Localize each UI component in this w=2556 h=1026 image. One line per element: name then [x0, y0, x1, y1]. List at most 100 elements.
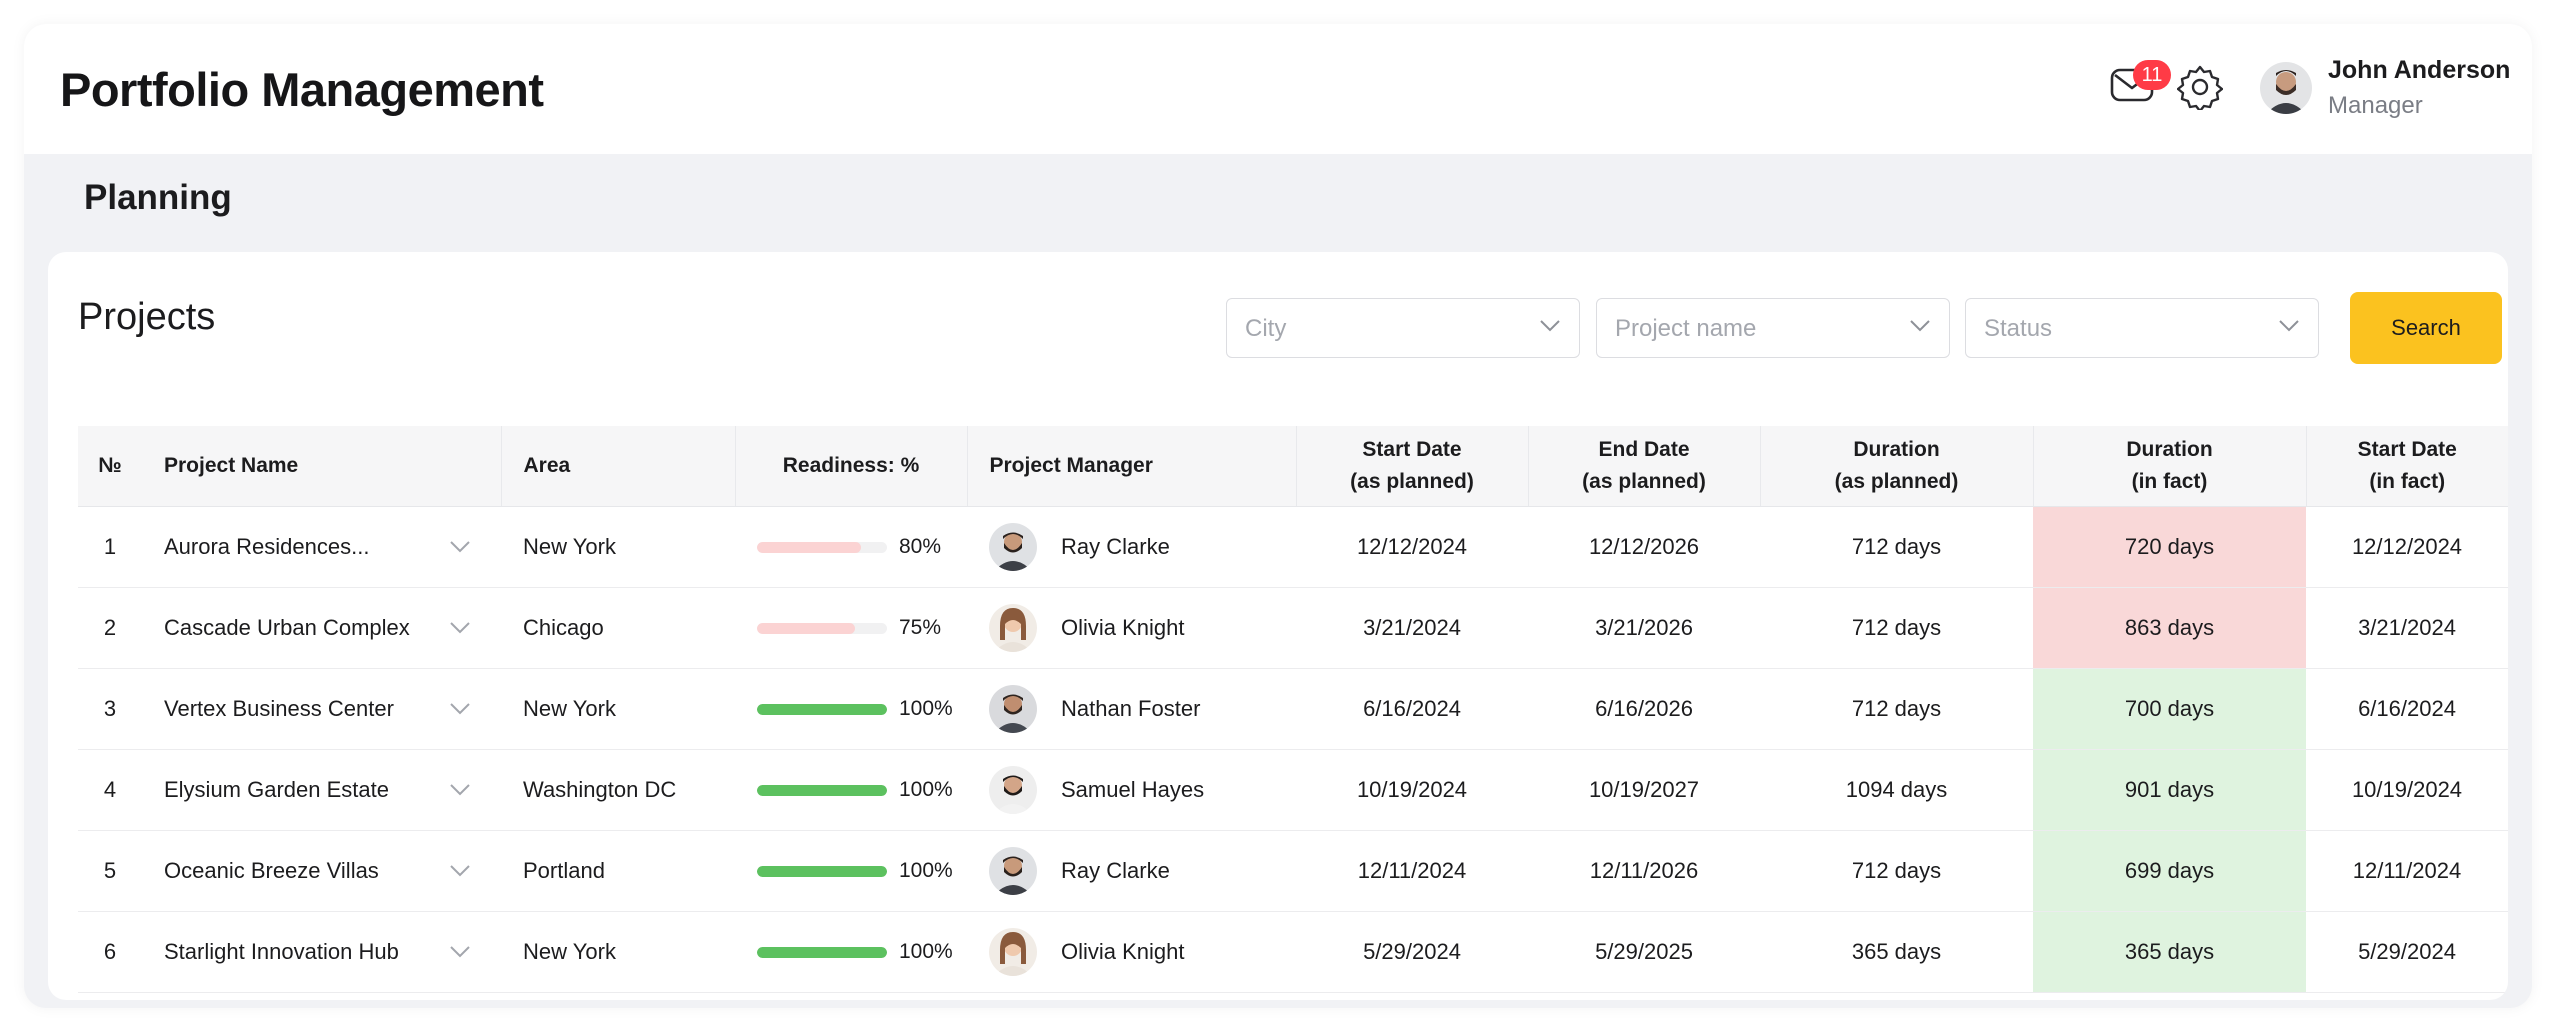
- progress-label: 100%: [899, 778, 953, 801]
- row-readiness: 100%: [735, 830, 967, 912]
- col-num[interactable]: №: [78, 426, 142, 507]
- project-name-filter[interactable]: Project name: [1596, 298, 1950, 358]
- col-project-name[interactable]: Project Name: [142, 426, 501, 507]
- manager-name: Olivia Knight: [1061, 615, 1185, 640]
- manager-name: Ray Clarke: [1061, 534, 1170, 559]
- progress-track: [757, 784, 887, 796]
- manager-avatar: [989, 523, 1037, 571]
- progress-fill: [757, 865, 887, 877]
- row-start-fact: 3/21/2024: [2306, 587, 2508, 669]
- col-readiness[interactable]: Readiness: %: [734, 426, 967, 507]
- row-area: Chicago: [501, 587, 735, 669]
- row-project-name-cell: Oceanic Breeze Villas: [142, 830, 501, 912]
- table-row[interactable]: 4 Elysium Garden Estate Washington DC 10…: [78, 749, 2508, 831]
- row-project-name[interactable]: Vertex Business Center: [164, 696, 394, 721]
- manager-name: Samuel Hayes: [1061, 777, 1205, 802]
- user-avatar[interactable]: [2260, 62, 2312, 114]
- row-start-fact: 12/11/2024: [2306, 830, 2508, 912]
- manager-avatar: [989, 928, 1037, 976]
- progress-label: 100%: [899, 697, 953, 720]
- row-duration-fact: 720 days: [2033, 506, 2306, 588]
- row-end-planned: 5/29/2025: [1528, 911, 1760, 993]
- chevron-down-icon[interactable]: [449, 864, 471, 878]
- col-area[interactable]: Area: [500, 426, 735, 507]
- col-duration-planned[interactable]: Duration (as planned): [1759, 426, 2033, 507]
- status-filter[interactable]: Status: [1965, 298, 2319, 358]
- manager-avatar: [989, 604, 1037, 652]
- progress-track: [757, 703, 887, 715]
- row-duration-planned: 1094 days: [1760, 749, 2033, 831]
- table-row[interactable]: 5 Oceanic Breeze Villas Portland 100% Ra…: [78, 830, 2508, 912]
- chevron-down-icon[interactable]: [449, 945, 471, 959]
- col-duration-fact[interactable]: Duration (in fact): [2032, 426, 2306, 507]
- row-project-name-cell: Vertex Business Center: [142, 668, 501, 750]
- row-num: 6: [78, 911, 142, 993]
- city-filter[interactable]: City: [1226, 298, 1580, 358]
- row-num: 5: [78, 830, 142, 912]
- row-project-name-cell: Cascade Urban Complex: [142, 587, 501, 669]
- readiness-progress: 100%: [735, 697, 967, 721]
- progress-fill: [757, 784, 887, 796]
- row-project-name[interactable]: Starlight Innovation Hub: [164, 939, 399, 964]
- progress-track: [757, 946, 887, 958]
- progress-fill: [757, 541, 861, 553]
- row-start-fact: 10/19/2024: [2306, 749, 2508, 831]
- row-manager: Ray Clarke: [967, 830, 1296, 912]
- table-row[interactable]: 3 Vertex Business Center New York 100% N…: [78, 668, 2508, 750]
- row-end-planned: 12/12/2026: [1528, 506, 1760, 588]
- row-duration-planned: 712 days: [1760, 668, 2033, 750]
- col-manager[interactable]: Project Manager: [966, 426, 1296, 507]
- col-duration-planned-line1: Duration: [1853, 438, 1940, 461]
- chevron-down-icon[interactable]: [449, 540, 471, 554]
- projects-table: № Project Name Area Readiness: % Project…: [78, 426, 2508, 993]
- chevron-down-icon[interactable]: [449, 702, 471, 716]
- manager-name: Olivia Knight: [1061, 939, 1185, 964]
- col-start-fact-line2: (in fact): [2369, 470, 2446, 493]
- row-project-name[interactable]: Aurora Residences...: [164, 534, 370, 559]
- table-row[interactable]: 6 Starlight Innovation Hub New York 100%…: [78, 911, 2508, 993]
- col-duration-fact-line2: (in fact): [2131, 470, 2208, 493]
- row-project-name[interactable]: Cascade Urban Complex: [164, 615, 410, 640]
- table-header: № Project Name Area Readiness: % Project…: [78, 426, 2508, 507]
- row-project-name[interactable]: Elysium Garden Estate: [164, 777, 389, 802]
- row-project-name[interactable]: Oceanic Breeze Villas: [164, 858, 379, 883]
- projects-title: Projects: [78, 296, 216, 338]
- row-start-planned: 5/29/2024: [1296, 911, 1528, 993]
- col-start-planned[interactable]: Start Date (as planned): [1295, 426, 1528, 507]
- readiness-progress: 100%: [735, 859, 967, 883]
- col-end-planned[interactable]: End Date (as planned): [1527, 426, 1760, 507]
- city-filter-placeholder: City: [1245, 315, 1287, 342]
- row-readiness: 75%: [735, 587, 967, 669]
- chevron-down-icon[interactable]: [449, 783, 471, 797]
- row-readiness: 80%: [735, 506, 967, 588]
- col-start-fact[interactable]: Start Date (in fact): [2305, 426, 2508, 507]
- row-duration-planned: 712 days: [1760, 587, 2033, 669]
- readiness-progress: 100%: [735, 778, 967, 802]
- manager-avatar: [989, 685, 1037, 733]
- progress-track: [757, 865, 887, 877]
- status-filter-placeholder: Status: [1984, 315, 2053, 342]
- table-row[interactable]: 2 Cascade Urban Complex Chicago 75% Oliv…: [78, 587, 2508, 669]
- user-role: Manager: [2328, 92, 2423, 119]
- manager-name: Ray Clarke: [1061, 858, 1170, 883]
- progress-fill: [757, 622, 855, 634]
- progress-track: [757, 541, 887, 553]
- row-duration-fact: 699 days: [2033, 830, 2306, 912]
- row-duration-fact: 700 days: [2033, 668, 2306, 750]
- row-area: New York: [501, 911, 735, 993]
- row-manager: Olivia Knight: [967, 587, 1296, 669]
- row-manager: Nathan Foster: [967, 668, 1296, 750]
- progress-label: 100%: [899, 940, 953, 963]
- chevron-down-icon[interactable]: [449, 621, 471, 635]
- chevron-down-icon: [2279, 320, 2299, 332]
- search-button[interactable]: Search: [2350, 292, 2502, 364]
- col-start-planned-line1: Start Date: [1362, 438, 1462, 461]
- col-end-planned-line2: (as planned): [1582, 470, 1706, 493]
- row-end-planned: 10/19/2027: [1528, 749, 1760, 831]
- gear-icon[interactable]: [2177, 64, 2223, 110]
- app-title: Portfolio Management: [60, 63, 544, 116]
- table-row[interactable]: 1 Aurora Residences... New York 80% Ray …: [78, 506, 2508, 588]
- notification-badge[interactable]: 11: [2133, 60, 2171, 90]
- row-start-planned: 12/12/2024: [1296, 506, 1528, 588]
- row-duration-fact: 365 days: [2033, 911, 2306, 993]
